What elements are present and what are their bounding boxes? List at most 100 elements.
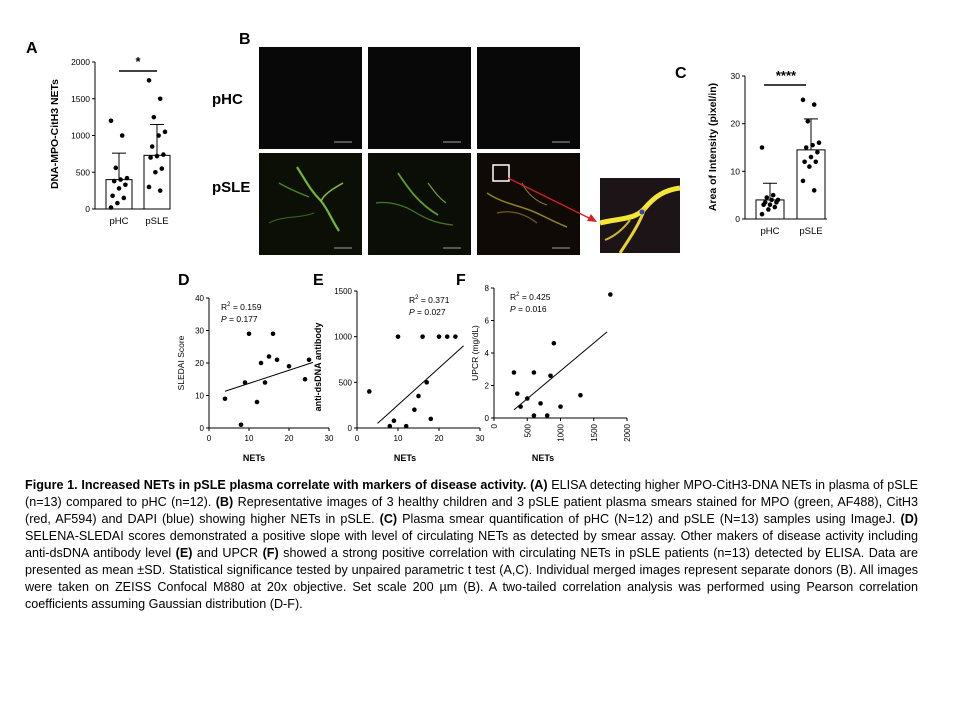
data-point	[815, 149, 820, 155]
micrograph-phc-1	[259, 47, 362, 149]
scale-bar	[552, 141, 570, 143]
data-point	[544, 413, 550, 418]
zoom-inset-image	[600, 178, 680, 253]
data-point	[154, 153, 160, 159]
data-point	[157, 96, 163, 102]
tick-label-y: 2000	[71, 57, 90, 67]
data-point	[816, 140, 822, 146]
trend-line	[224, 361, 314, 392]
data-point	[148, 155, 153, 160]
axis-label-y: UPCR (mg/dL)	[470, 325, 480, 381]
data-point	[412, 407, 417, 413]
data-point	[772, 204, 778, 210]
scale-bar	[443, 141, 461, 143]
data-point	[270, 331, 276, 337]
data-point	[548, 373, 553, 379]
data-point	[146, 78, 152, 83]
panel-d-scatter-plot: SLEDAI Score NETs 0 10 20 30 40 0 10 20 30 R2 = 0…	[176, 294, 334, 463]
tick-label-y: 0	[485, 414, 490, 423]
tick-label-y: 20	[731, 119, 741, 129]
data-point	[803, 145, 809, 150]
significance-marker: *	[135, 54, 141, 69]
data-point	[808, 154, 814, 160]
data-point	[769, 197, 774, 203]
panel-e-scatter-plot: anti-dsDNA antibody NETs 0 500 1000 1500 0 10…	[313, 287, 485, 463]
bar	[143, 154, 171, 210]
tick-label-y: 20	[195, 359, 204, 368]
data-point	[514, 391, 520, 396]
data-point	[578, 392, 583, 398]
axis-label-x: NETs	[532, 453, 554, 463]
inset-fibers	[600, 178, 680, 253]
data-point	[395, 334, 401, 339]
data-point	[551, 340, 557, 346]
tick-label-x: 0	[490, 423, 499, 428]
data-point	[111, 178, 117, 184]
axis-label-x: NETs	[394, 453, 416, 463]
data-point	[759, 145, 765, 150]
scale-bar	[334, 247, 352, 249]
scale-bar	[334, 141, 352, 143]
data-point	[246, 331, 252, 337]
annotation-p-value: P = 0.016	[510, 304, 547, 314]
tick-label-x: 1000	[557, 423, 566, 441]
data-point	[420, 334, 425, 339]
micrograph-psle-1	[259, 153, 362, 255]
panel-label-e: E	[313, 272, 324, 289]
data-point	[511, 370, 517, 375]
zoom-arrow	[507, 177, 597, 222]
data-point	[367, 389, 372, 394]
data-point	[558, 404, 563, 409]
data-point	[538, 401, 543, 406]
data-point	[157, 188, 163, 193]
micrograph-phc-3	[477, 47, 580, 149]
tick-label-x: 0	[207, 434, 212, 443]
significance-marker: ****	[776, 68, 797, 83]
tick-label-x: 30	[476, 434, 485, 443]
category-label: pHC	[760, 226, 779, 237]
data-point	[531, 370, 537, 375]
net-fibers	[375, 172, 454, 226]
nucleus-dot	[639, 209, 645, 215]
micrograph-psle-3	[477, 153, 580, 255]
tick-label-y: 1500	[71, 94, 90, 104]
data-point	[767, 202, 773, 207]
data-point	[262, 380, 268, 385]
annotation-p-value: P = 0.177	[221, 314, 258, 324]
data-point	[764, 195, 770, 200]
micrograph-psle-2	[368, 153, 471, 255]
caption-label-c: (C)	[379, 512, 398, 526]
data-point	[766, 207, 771, 212]
data-point	[306, 357, 312, 363]
tick-label-y: 0	[348, 424, 353, 433]
data-point	[800, 178, 806, 184]
data-point	[159, 166, 165, 171]
data-point	[387, 423, 393, 429]
data-point	[453, 334, 458, 339]
axis-label-y: SLEDAI Score	[176, 335, 186, 390]
tick-label-y: 0	[85, 204, 90, 214]
data-point	[428, 416, 434, 422]
scale-bar	[443, 247, 461, 249]
data-point	[813, 159, 819, 165]
trend-line	[513, 331, 608, 411]
panel-f-scatter-plot: UPCR (mg/dL) NETs 0 2 4 6 8 0 500 1000 1500 2000 R…	[470, 284, 632, 463]
annotation-r-squared: R2 = 0.159	[221, 302, 262, 312]
axis-label-x: NETs	[243, 453, 265, 463]
data-point	[274, 357, 280, 363]
caption-label-a: (A)	[530, 478, 548, 492]
figure-caption: Figure 1. Increased NETs in pSLE plasma …	[25, 477, 918, 613]
net-fibers	[486, 164, 568, 228]
bar	[796, 149, 826, 220]
tick-label-x: 20	[435, 434, 444, 443]
panel-label-d: D	[178, 272, 190, 289]
data-point	[286, 363, 292, 369]
data-point	[391, 418, 397, 423]
tick-label-y: 8	[485, 284, 490, 293]
data-point	[403, 423, 409, 429]
data-point	[774, 200, 779, 205]
tick-label-y: 500	[76, 167, 90, 177]
data-point	[149, 144, 155, 149]
data-point	[161, 152, 166, 157]
data-point	[146, 184, 152, 190]
